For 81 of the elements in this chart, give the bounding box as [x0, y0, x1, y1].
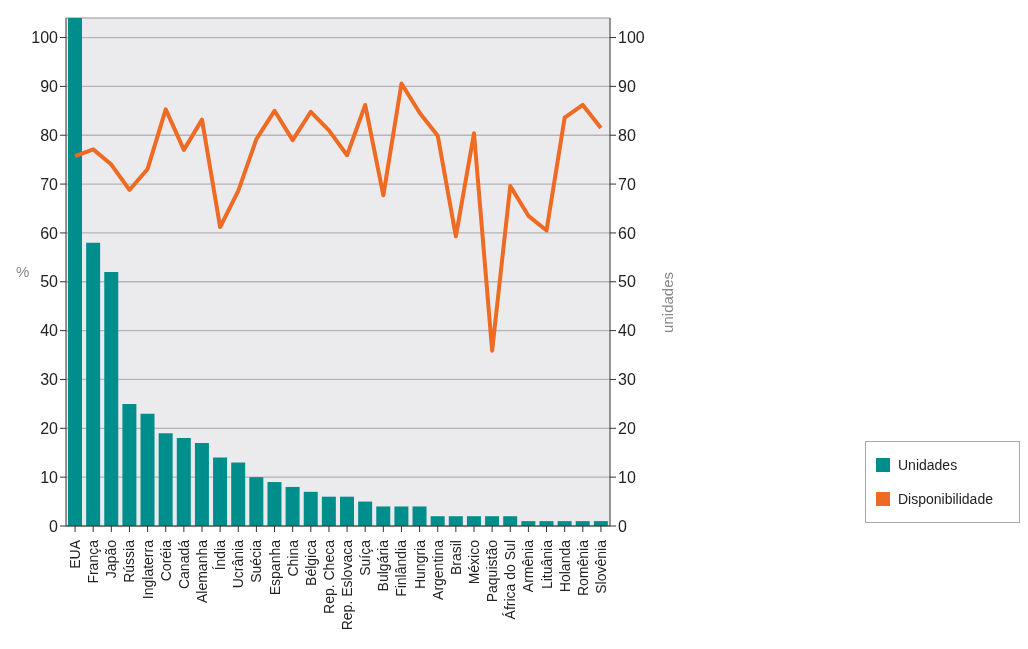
y2-tick-label: 0	[618, 517, 627, 535]
x-tick-label: Rússia	[121, 539, 138, 583]
bar	[466, 516, 481, 526]
x-tick-label: África do Sul	[502, 540, 519, 620]
x-tick-label: Hungria	[411, 539, 428, 590]
x-tick-label: Coréia	[157, 539, 174, 582]
y-tick-label: 40	[40, 322, 59, 340]
y-tick-label: 30	[40, 371, 59, 389]
y2-tick-label: 90	[618, 78, 636, 96]
bar	[503, 516, 518, 526]
y-tick-label: 10	[40, 468, 59, 486]
x-tick-label: Canadá	[175, 539, 192, 590]
x-tick-label: França	[85, 539, 102, 584]
x-tick-label: Suíça	[357, 539, 374, 576]
line-series	[73, 81, 603, 353]
bar	[430, 516, 445, 526]
x-tick-label: Ucrânia	[230, 539, 247, 589]
bar	[285, 486, 300, 526]
x-tick-label: Lituânia	[538, 539, 555, 590]
bar	[485, 516, 500, 526]
bar	[158, 433, 173, 526]
y2-tick-label: 20	[618, 419, 636, 437]
bar	[86, 242, 101, 526]
y-tick-label: 60	[40, 224, 59, 242]
bar	[394, 506, 409, 526]
y2-tick-label: 10	[618, 468, 636, 486]
y-tick-label: 50	[40, 273, 59, 291]
bar	[412, 506, 427, 526]
x-tick-label: Alemanha	[194, 539, 210, 604]
bar	[448, 516, 463, 526]
y2-tick-label: 70	[618, 175, 636, 193]
x-tick-label: Argentina	[429, 539, 446, 600]
x-tick-label: Inglaterra	[139, 539, 156, 600]
x-tick-label: EUA	[67, 539, 84, 569]
y2-tick-label: 80	[618, 126, 636, 144]
x-tick-label: Rep. Checa	[320, 539, 337, 614]
bar	[267, 482, 282, 526]
x-tick-label: Armênia	[520, 539, 537, 593]
x-tick-label: Brasil	[447, 540, 464, 576]
bar	[176, 438, 191, 526]
bar	[140, 413, 155, 526]
x-tick-label: Holanda	[556, 539, 573, 593]
y2-axis-title: unidades	[659, 272, 677, 333]
x-tick-label: Suécia	[248, 539, 265, 583]
y-axis-title: %	[16, 263, 30, 281]
x-tick-label: Slovênia	[592, 539, 609, 594]
x-tick-label: Bélgica	[302, 539, 319, 586]
bar	[358, 501, 373, 526]
bar	[194, 442, 209, 526]
x-tick-label: Índia	[212, 539, 229, 571]
bar	[321, 496, 336, 526]
y2-tick-label: 40	[618, 322, 636, 340]
y-tick-label: 20	[40, 419, 59, 437]
bar	[249, 477, 264, 526]
x-tick-label: Paquistão	[484, 539, 501, 603]
bar	[376, 506, 391, 526]
y-tick-label: 100	[31, 29, 59, 47]
legend-label: Disponibilidade	[898, 491, 993, 507]
bar	[231, 462, 246, 526]
bar	[104, 272, 119, 526]
x-tick-label: Bulgária	[375, 539, 392, 592]
y2-tick-label: 60	[618, 224, 636, 242]
y2-tick-label: 100	[618, 29, 645, 47]
y-tick-label: 0	[49, 517, 59, 535]
y2-tick-label: 50	[618, 273, 636, 291]
y-tick-label: 80	[40, 126, 59, 144]
x-tick-label: Rep. Eslovaca	[339, 539, 356, 631]
x-tick-label: Finlândia	[393, 539, 410, 597]
bar	[122, 403, 137, 526]
y-tick-label: 70	[40, 175, 59, 193]
x-tick-label: México	[466, 539, 482, 585]
y2-tick-label: 30	[618, 371, 636, 389]
y-tick-label: 90	[40, 78, 59, 96]
bar	[213, 457, 228, 526]
bar	[303, 491, 318, 526]
legend-label: Unidades	[898, 457, 958, 473]
x-tick-label: China	[284, 539, 301, 577]
x-tick-label: Romênia	[574, 539, 591, 597]
x-tick-label: Japão	[103, 539, 120, 579]
bar	[340, 496, 354, 526]
x-tick-label: Espanha	[266, 539, 283, 596]
